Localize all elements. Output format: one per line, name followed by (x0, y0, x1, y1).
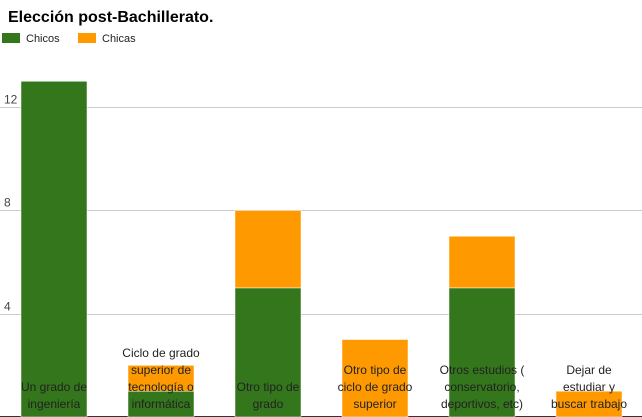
category-labels: Un grado de ingeniería Ciclo de grado super… (21, 346, 627, 411)
legend-label: Chicos (26, 33, 60, 45)
bar-chicas-3 (341, 339, 409, 417)
chart-title: Elección post-Bachillerato. (8, 9, 213, 26)
legend-swatch (78, 33, 96, 43)
y-tick-label: 8 (4, 196, 11, 210)
legend-label: Chicas (102, 33, 136, 45)
category-label-3: Otro tipo de ciclo de grado superior (338, 363, 413, 411)
category-label-1: Ciclo de grado superior de tecnología o inf… (122, 346, 200, 411)
bars (20, 81, 623, 417)
legend-swatch (2, 33, 20, 43)
bar-chicos-1 (127, 390, 195, 417)
y-axis-ticks: 4 8 12 (4, 93, 18, 314)
legend-item-0: Chicos (2, 33, 60, 45)
gridlines (0, 107, 642, 417)
bar-chicas-4 (448, 235, 516, 289)
category-label-5: Dejar de estudiar y buscar trabajo (551, 363, 627, 411)
legend-item-1: Chicas (78, 33, 136, 45)
bar-chicas-1 (127, 365, 195, 392)
y-tick-label: 12 (4, 93, 18, 107)
y-tick-label: 4 (4, 300, 11, 314)
category-label-2: Otro tipo de grado (237, 380, 300, 411)
category-label-4: Otros estudios (conservatorio, deportivos… (440, 363, 525, 411)
bar-chicos-2 (234, 287, 302, 417)
bar-chicos-4 (448, 287, 516, 417)
bar-chicas-2 (234, 210, 302, 289)
bar-chicas-5 (555, 390, 623, 417)
bar-chicos-0 (20, 81, 88, 417)
category-label-0: Un grado de ingeniería (21, 380, 87, 411)
legend: Chicos Chicas (2, 33, 136, 45)
